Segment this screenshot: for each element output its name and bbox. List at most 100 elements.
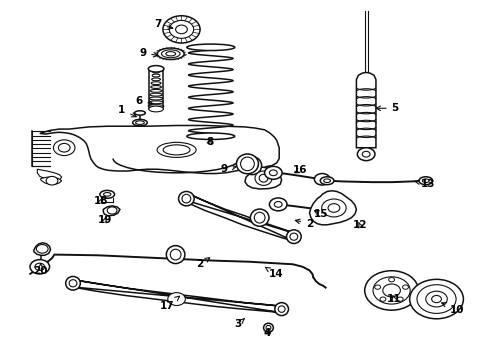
- Ellipse shape: [275, 303, 289, 316]
- Text: 9: 9: [221, 164, 236, 174]
- Circle shape: [35, 263, 45, 270]
- Circle shape: [58, 143, 70, 152]
- Polygon shape: [245, 166, 282, 189]
- Ellipse shape: [150, 93, 162, 96]
- Ellipse shape: [247, 160, 258, 171]
- Ellipse shape: [161, 50, 180, 58]
- Ellipse shape: [254, 212, 265, 223]
- Polygon shape: [34, 243, 50, 255]
- Ellipse shape: [278, 306, 285, 312]
- Polygon shape: [40, 126, 279, 174]
- Ellipse shape: [136, 121, 145, 125]
- Polygon shape: [37, 169, 62, 181]
- Ellipse shape: [163, 145, 190, 155]
- Polygon shape: [72, 280, 282, 313]
- Circle shape: [36, 244, 48, 253]
- Text: 15: 15: [314, 209, 328, 219]
- Ellipse shape: [287, 230, 301, 243]
- Circle shape: [322, 199, 346, 217]
- Circle shape: [317, 204, 332, 216]
- Ellipse shape: [153, 70, 159, 73]
- Circle shape: [270, 198, 287, 211]
- Ellipse shape: [148, 105, 164, 108]
- Circle shape: [315, 174, 330, 185]
- Polygon shape: [356, 72, 376, 148]
- Text: 3: 3: [234, 319, 245, 329]
- Ellipse shape: [237, 154, 258, 174]
- Ellipse shape: [324, 179, 331, 183]
- Ellipse shape: [255, 171, 272, 185]
- Polygon shape: [41, 177, 62, 184]
- Circle shape: [175, 25, 187, 34]
- Circle shape: [380, 297, 386, 301]
- Ellipse shape: [422, 179, 429, 183]
- Circle shape: [107, 207, 117, 214]
- Ellipse shape: [149, 101, 163, 104]
- Text: 2: 2: [295, 219, 313, 229]
- Circle shape: [328, 204, 340, 212]
- Circle shape: [163, 16, 200, 43]
- Text: 7: 7: [154, 19, 173, 29]
- Circle shape: [362, 151, 370, 157]
- Ellipse shape: [170, 249, 181, 260]
- Ellipse shape: [178, 192, 194, 206]
- Circle shape: [403, 285, 409, 289]
- Circle shape: [168, 293, 185, 306]
- Circle shape: [375, 285, 381, 289]
- Circle shape: [397, 297, 403, 301]
- Ellipse shape: [182, 194, 191, 203]
- Text: 6: 6: [135, 96, 153, 106]
- Ellipse shape: [320, 177, 334, 185]
- Text: 17: 17: [160, 296, 179, 311]
- Ellipse shape: [290, 233, 298, 240]
- Ellipse shape: [187, 133, 235, 139]
- Text: 9: 9: [139, 48, 158, 58]
- Circle shape: [389, 278, 394, 282]
- Ellipse shape: [151, 86, 161, 89]
- Ellipse shape: [151, 82, 161, 85]
- Ellipse shape: [149, 97, 163, 100]
- Text: 11: 11: [387, 294, 401, 304]
- Text: 4: 4: [264, 328, 271, 338]
- Text: 14: 14: [266, 267, 283, 279]
- Ellipse shape: [166, 51, 175, 56]
- Ellipse shape: [135, 111, 146, 115]
- Circle shape: [373, 277, 410, 304]
- Text: 8: 8: [206, 138, 213, 147]
- Ellipse shape: [149, 106, 163, 112]
- Circle shape: [357, 148, 375, 161]
- Ellipse shape: [266, 325, 271, 330]
- Ellipse shape: [243, 157, 262, 175]
- Circle shape: [432, 296, 441, 303]
- Polygon shape: [310, 191, 356, 225]
- Circle shape: [410, 279, 464, 319]
- Text: 18: 18: [94, 196, 108, 206]
- Ellipse shape: [69, 280, 77, 287]
- Ellipse shape: [100, 190, 115, 198]
- Circle shape: [426, 291, 447, 307]
- Ellipse shape: [250, 209, 269, 226]
- Polygon shape: [103, 206, 120, 216]
- Text: 2: 2: [196, 258, 210, 269]
- Ellipse shape: [133, 120, 147, 126]
- Ellipse shape: [148, 66, 164, 72]
- Ellipse shape: [152, 74, 160, 77]
- Ellipse shape: [264, 323, 273, 332]
- Circle shape: [365, 271, 418, 310]
- Circle shape: [417, 285, 456, 314]
- Ellipse shape: [259, 174, 268, 182]
- Ellipse shape: [157, 142, 196, 157]
- Ellipse shape: [419, 177, 433, 185]
- Ellipse shape: [241, 157, 254, 171]
- Text: 16: 16: [293, 165, 307, 175]
- Circle shape: [53, 140, 75, 156]
- Circle shape: [274, 202, 282, 207]
- Text: 5: 5: [376, 103, 399, 113]
- Ellipse shape: [66, 276, 80, 290]
- Text: 13: 13: [415, 179, 436, 189]
- Circle shape: [46, 176, 58, 185]
- Text: 20: 20: [33, 264, 48, 276]
- Polygon shape: [180, 195, 294, 241]
- Text: 19: 19: [98, 215, 112, 225]
- Circle shape: [169, 21, 194, 39]
